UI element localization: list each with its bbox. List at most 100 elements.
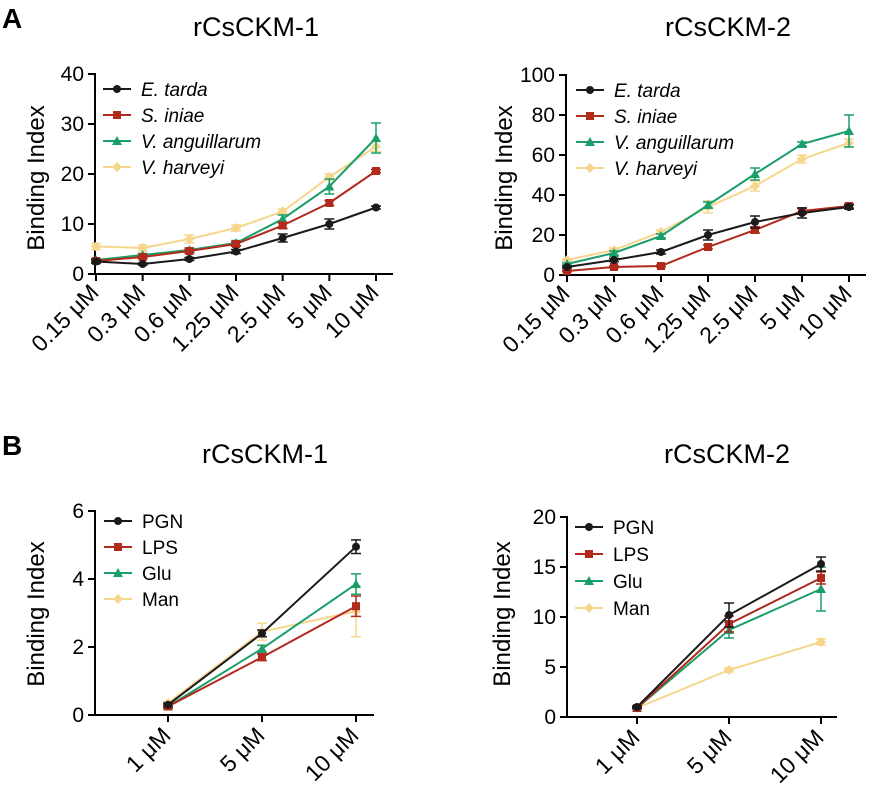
data-point (703, 200, 713, 209)
chart-title-b1: rCsCKM-1 (202, 439, 328, 469)
legend-label: LPS (613, 545, 649, 566)
y-tick-label: 20 (533, 506, 556, 529)
data-point (750, 169, 760, 178)
data-point (610, 263, 618, 271)
data-point (817, 574, 825, 582)
y-axis-label-b2: Binding Index (489, 541, 516, 686)
data-point (137, 243, 148, 253)
legend-label: Man (613, 599, 650, 620)
data-point (656, 231, 666, 240)
legend-label: S. iniae (141, 106, 204, 127)
data-point (138, 253, 147, 261)
legend-label: S. iniae (614, 107, 677, 128)
x-tick-label: 0.15 μM (497, 280, 574, 357)
data-point (610, 256, 618, 264)
data-point (258, 629, 266, 638)
data-point (92, 257, 100, 266)
legend-label: Glu (142, 564, 172, 585)
y-tick-label: 0 (72, 263, 84, 286)
y-tick-label: 4 (72, 568, 84, 591)
data-point (351, 579, 361, 589)
y-tick-label: 15 (533, 556, 556, 579)
data-point (352, 542, 360, 551)
data-point (816, 584, 826, 593)
y-tick-label: 40 (532, 184, 555, 207)
y-axis-label-a2: Binding Index (491, 105, 518, 250)
legend-marker (113, 111, 121, 119)
data-point (751, 218, 759, 226)
data-point (277, 206, 288, 217)
y-tick-label: 0 (544, 706, 556, 729)
data-point (704, 243, 712, 251)
data-point (724, 665, 734, 675)
y-tick-label: 10 (533, 606, 556, 629)
legend-marker (585, 550, 593, 558)
data-point (277, 214, 288, 223)
data-point (138, 260, 147, 268)
legend-marker (585, 523, 593, 531)
data-point (633, 703, 641, 711)
y-tick-label: 10 (61, 213, 84, 236)
data-point (352, 602, 360, 611)
legend-label: Glu (613, 572, 643, 593)
panel-label-a: A (2, 3, 22, 34)
x-tick-label: 5 μM (682, 724, 737, 779)
data-point (371, 133, 381, 142)
y-tick-label: 6 (72, 500, 84, 523)
legend-marker (584, 576, 594, 585)
y-tick-label: 100 (520, 64, 555, 87)
data-point (185, 247, 194, 255)
y-tick-label: 40 (61, 63, 84, 86)
panel-label-b: B (2, 430, 22, 461)
legend-marker (584, 603, 594, 613)
data-point (844, 126, 854, 135)
data-point (817, 560, 825, 568)
legend-marker (112, 162, 122, 172)
data-point (657, 248, 665, 256)
chart-b1: 0 2 4 6 1 μM 5 μM 10 μM PGN LPS Glu Man (72, 500, 374, 786)
legend-marker (113, 568, 123, 577)
data-point (751, 226, 759, 234)
legend-label: E. tarda (141, 80, 208, 101)
data-point (324, 181, 335, 191)
series-line (636, 577, 822, 709)
legend-marker (585, 137, 595, 146)
y-axis-label-a1: Binding Index (23, 105, 50, 250)
x-tick-label: 1 μM (590, 724, 645, 779)
x-tick-label: 10 μM (765, 724, 829, 788)
data-point (278, 221, 287, 230)
data-point (372, 167, 380, 175)
legend-marker (113, 594, 123, 604)
data-point (325, 199, 334, 207)
y-tick-label: 20 (532, 224, 555, 247)
data-point (704, 231, 712, 239)
y-axis-label-b1: Binding Index (23, 541, 50, 686)
legend-label: V. harveyi (614, 159, 698, 180)
chart-title-b2: rCsCKM-2 (664, 439, 790, 469)
chart-title-a2: rCsCKM-2 (665, 12, 791, 42)
legend-label: PGN (613, 518, 654, 539)
data-point (657, 262, 665, 270)
legend-marker (586, 86, 594, 94)
x-tick-label: 10 μM (320, 279, 384, 343)
legend-marker (585, 163, 595, 173)
data-point (325, 220, 334, 228)
data-point (257, 643, 267, 653)
legend-marker (114, 543, 122, 551)
data-point (816, 637, 826, 647)
legend-label: V. harveyi (141, 158, 225, 179)
legend-marker (113, 85, 121, 93)
y-tick-label: 30 (61, 113, 84, 136)
data-point (845, 203, 853, 211)
legend-label: Man (142, 590, 179, 611)
data-point (232, 240, 240, 248)
legend-label: V. anguillarum (614, 133, 734, 154)
x-tick-label: 5 μM (215, 722, 270, 777)
legend-label: PGN (142, 512, 183, 533)
legend-marker (112, 136, 122, 145)
data-point (797, 154, 807, 164)
